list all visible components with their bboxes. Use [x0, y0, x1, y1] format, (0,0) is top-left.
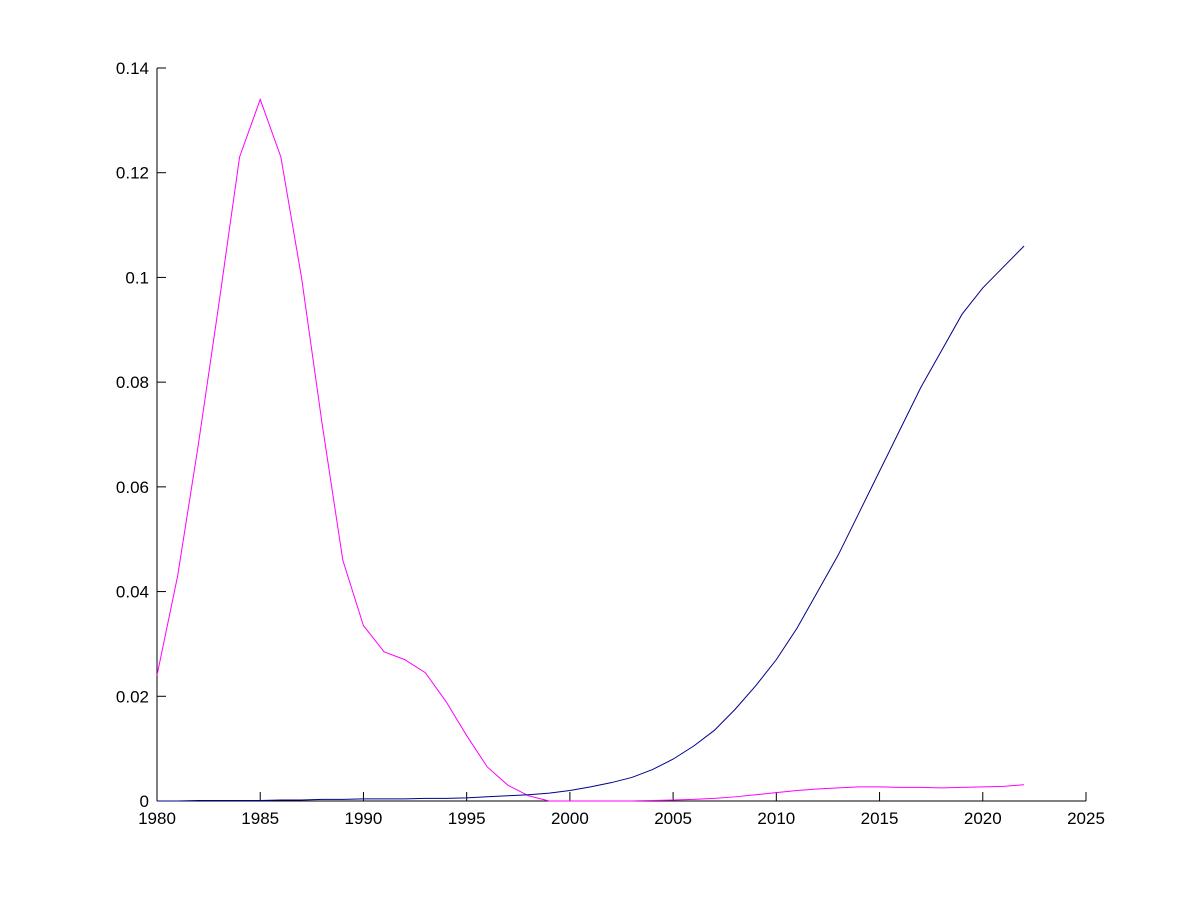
series-line [157, 245, 1025, 802]
x-tick-label: 2015 [861, 809, 899, 828]
x-tick-label: 1990 [345, 809, 383, 828]
y-tick-label: 0.04 [116, 583, 149, 602]
y-tick-label: 0.14 [116, 59, 149, 78]
y-tick-label: 0.02 [116, 687, 149, 706]
x-tick-label: 2010 [757, 809, 795, 828]
x-tick-label: 2020 [964, 809, 1002, 828]
y-tick-label: 0 [140, 792, 149, 811]
y-tick-label: 0.06 [116, 478, 149, 497]
x-tick-label: 2005 [654, 809, 692, 828]
x-tick-label: 2025 [1067, 809, 1105, 828]
x-tick-label: 1985 [241, 809, 279, 828]
y-tick-label: 0.1 [125, 268, 149, 287]
y-tick-label: 0.08 [116, 373, 149, 392]
x-tick-label: 2000 [551, 809, 589, 828]
y-tick-label: 0.12 [116, 164, 149, 183]
series-line [156, 97, 1025, 802]
x-tick-label: 1980 [138, 809, 176, 828]
x-tick-label: 1995 [448, 809, 486, 828]
